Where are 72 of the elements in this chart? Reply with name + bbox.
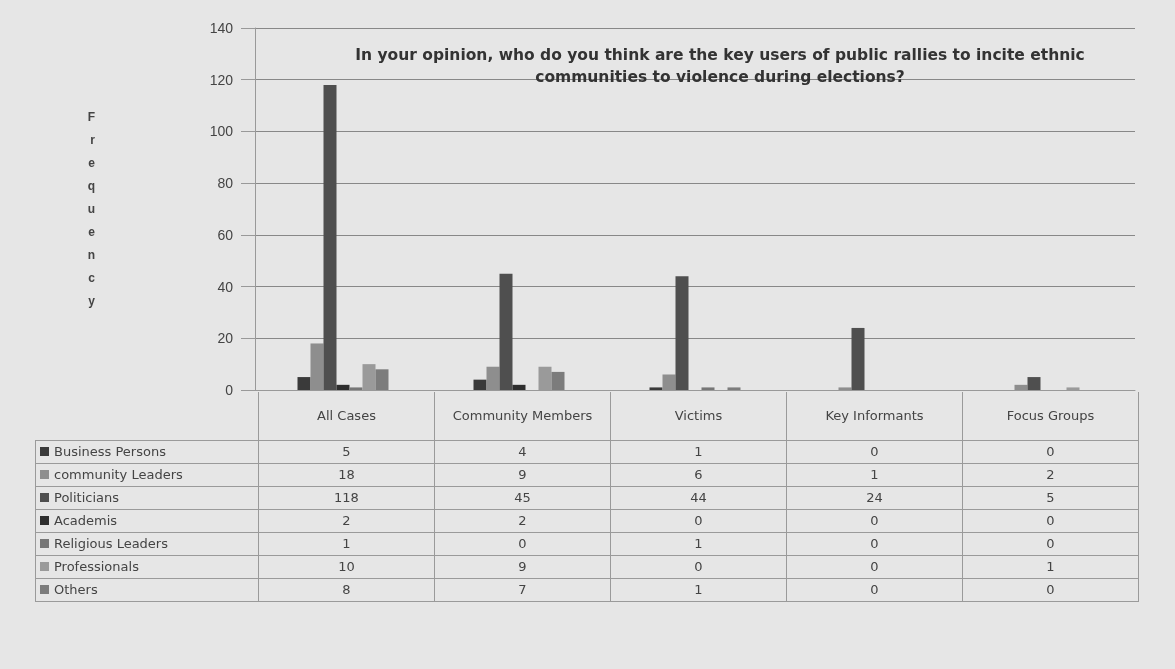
data-label: 0 <box>962 440 1139 463</box>
y-tick-label: 120 <box>209 71 234 88</box>
data-label: 0 <box>962 532 1139 555</box>
bar <box>1027 377 1041 390</box>
y-tick-label: 80 <box>217 175 234 192</box>
y-tick-label: 60 <box>217 226 234 243</box>
data-label: 1 <box>610 440 787 463</box>
y-tick-label: 0 <box>225 382 234 398</box>
data-label: 9 <box>434 463 611 486</box>
bar <box>512 384 526 390</box>
bar <box>727 387 741 390</box>
y-tick-label: 100 <box>209 123 234 140</box>
data-label: 10 <box>258 555 435 578</box>
bar <box>649 387 663 390</box>
legend-label: community Leaders <box>35 463 259 486</box>
data-label: 0 <box>962 509 1139 532</box>
legend-label: Academis <box>35 509 259 532</box>
x-tick-label: Victims <box>610 392 787 440</box>
data-label: 5 <box>962 486 1139 509</box>
data-label: 2 <box>258 509 435 532</box>
legend-label: Politicians <box>35 486 259 509</box>
bar <box>551 371 565 390</box>
legend-label: Professionals <box>35 555 259 578</box>
data-label: 7 <box>434 578 611 601</box>
bar <box>336 384 350 390</box>
data-label: 1 <box>610 532 787 555</box>
bar <box>349 387 363 390</box>
y-tick-label: 40 <box>217 278 234 295</box>
y-tick-label: 20 <box>217 330 234 347</box>
legend-label: Religious Leaders <box>35 532 259 555</box>
data-label: 0 <box>610 555 787 578</box>
bar <box>851 327 865 390</box>
data-label: 0 <box>786 532 963 555</box>
text: In your opinion, who do you think are the key users of public rallies to incite ethnic communities to violence during elections? <box>354 45 1086 88</box>
legend-label: Business Persons <box>35 440 259 463</box>
data-label: 44 <box>610 486 787 509</box>
bar <box>675 276 689 390</box>
bar <box>701 387 715 390</box>
data-label: 118 <box>258 486 435 509</box>
data-label: 8 <box>258 578 435 601</box>
data-label: 0 <box>786 578 963 601</box>
bar <box>375 369 389 390</box>
data-label: 18 <box>258 463 435 486</box>
data-label: 2 <box>962 463 1139 486</box>
bar <box>323 84 337 390</box>
data-label: 9 <box>434 555 611 578</box>
legend-label: Others <box>35 578 259 601</box>
text: Frequency <box>87 110 95 308</box>
y-tick-label: 140 <box>209 20 234 36</box>
x-tick-label: Key Informants <box>786 392 963 440</box>
data-label: 0 <box>610 509 787 532</box>
x-tick-label: Focus Groups <box>962 392 1139 440</box>
data-label: 1 <box>786 463 963 486</box>
data-label: 4 <box>434 440 611 463</box>
x-tick-label: All Cases <box>258 392 435 440</box>
data-label: 0 <box>786 440 963 463</box>
data-label: 0 <box>786 555 963 578</box>
data-label: 2 <box>434 509 611 532</box>
bar <box>473 379 487 390</box>
data-label: 5 <box>258 440 435 463</box>
x-tick-label: Community Members <box>434 392 611 440</box>
bar <box>499 273 513 390</box>
data-label: 1 <box>258 532 435 555</box>
bar <box>297 377 311 390</box>
data-label: 1 <box>610 578 787 601</box>
data-label: 45 <box>434 486 611 509</box>
data-label: 6 <box>610 463 787 486</box>
data-label: 1 <box>962 555 1139 578</box>
data-label: 0 <box>786 509 963 532</box>
data-label: 0 <box>434 532 611 555</box>
data-label: 24 <box>786 486 963 509</box>
data-label: 0 <box>962 578 1139 601</box>
